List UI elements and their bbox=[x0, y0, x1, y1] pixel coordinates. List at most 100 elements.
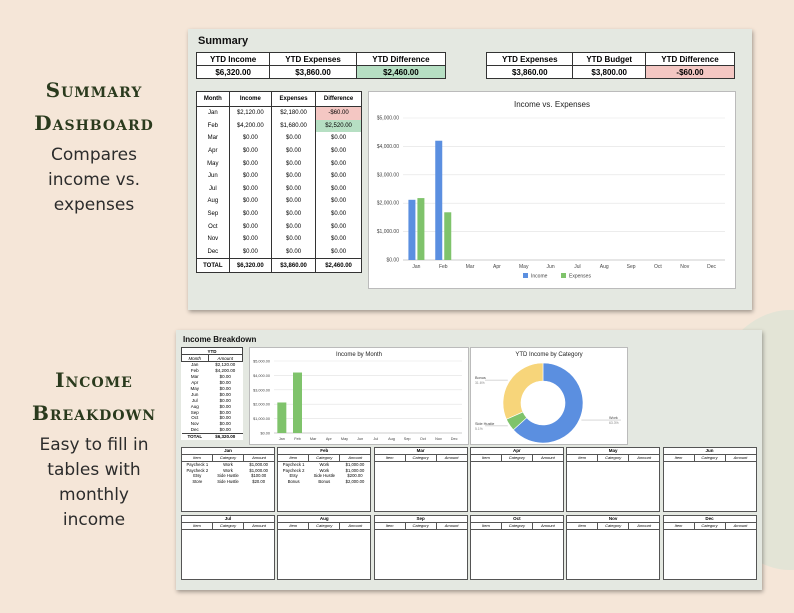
table-cell[interactable]: $0.00 bbox=[315, 232, 362, 246]
table-cell[interactable]: Side Hustle bbox=[313, 473, 336, 478]
table-cell[interactable]: $100.00 bbox=[251, 473, 267, 478]
totals-value[interactable]: $3,860.00 bbox=[485, 65, 574, 79]
table-cell[interactable]: Dec bbox=[190, 427, 199, 433]
table-cell[interactable]: Apr bbox=[191, 380, 199, 386]
table-cell[interactable]: Work bbox=[223, 467, 233, 473]
table-cell[interactable]: $1,000.00 bbox=[345, 467, 365, 473]
table-cell[interactable]: $2,120.00 bbox=[228, 106, 273, 120]
table-cell[interactable]: $0.00 bbox=[315, 132, 362, 145]
totals-value[interactable]: $6,320.00 bbox=[195, 65, 271, 79]
table-cell[interactable]: Side Hustle bbox=[217, 473, 239, 478]
table-cell[interactable]: Nov bbox=[190, 421, 199, 427]
table-cell[interactable]: Aug bbox=[190, 403, 199, 409]
table-cell[interactable]: $2,120.00 bbox=[215, 362, 236, 368]
table-cell[interactable]: $0.00 bbox=[270, 157, 317, 170]
table-cell[interactable]: $200.00 bbox=[347, 473, 363, 478]
table-cell[interactable]: Feb bbox=[196, 119, 230, 133]
table-row[interactable]: Paycheck 1 Work $1,000.00 bbox=[278, 462, 370, 468]
table-cell[interactable]: $0.00 bbox=[219, 397, 231, 403]
table-cell[interactable]: $0.00 bbox=[315, 220, 362, 233]
table-cell[interactable]: Etsy bbox=[193, 473, 202, 478]
table-cell[interactable]: Work bbox=[223, 462, 233, 467]
table-cell[interactable]: Mar bbox=[196, 132, 230, 145]
table-cell[interactable]: Jan bbox=[196, 106, 230, 120]
table-cell[interactable]: Work bbox=[319, 462, 330, 467]
table-cell[interactable]: $0.00 bbox=[270, 195, 317, 208]
table-cell[interactable]: $0.00 bbox=[219, 421, 231, 427]
table-cell[interactable]: $1,000.00 bbox=[249, 467, 268, 473]
table-cell[interactable]: $0.00 bbox=[270, 245, 317, 259]
table-row[interactable]: Bonus Bonus $2,000.00 bbox=[278, 479, 370, 485]
table-row[interactable]: Paycheck 2 Work $1,000.00 bbox=[182, 468, 274, 474]
table-cell[interactable]: Jun bbox=[191, 391, 199, 397]
table-cell[interactable]: Jun bbox=[196, 169, 230, 183]
table-cell[interactable]: $2,000.00 bbox=[345, 478, 365, 484]
totals-value[interactable]: $3,800.00 bbox=[572, 65, 646, 79]
table-cell[interactable]: Store bbox=[192, 478, 203, 484]
table-cell[interactable]: $0.00 bbox=[270, 182, 317, 196]
table-cell[interactable]: $0.00 bbox=[315, 182, 362, 196]
table-cell[interactable]: May bbox=[190, 386, 200, 391]
table-cell[interactable]: Work bbox=[319, 467, 330, 473]
table-row[interactable]: Store Side Hustle $20.00 bbox=[182, 479, 274, 485]
table-cell[interactable]: $0.00 bbox=[270, 232, 317, 246]
table-cell[interactable]: $0.00 bbox=[228, 169, 273, 183]
table-cell[interactable]: Nov bbox=[196, 232, 230, 246]
table-cell[interactable]: $0.00 bbox=[228, 245, 273, 259]
table-cell[interactable]: $0.00 bbox=[219, 374, 231, 380]
table-cell[interactable]: Sep bbox=[190, 409, 199, 415]
table-cell[interactable]: Jan bbox=[191, 362, 199, 368]
table-cell[interactable]: $0.00 bbox=[228, 220, 273, 233]
table-cell[interactable]: $0.00 bbox=[270, 132, 317, 145]
table-cell[interactable]: $0.00 bbox=[228, 182, 273, 196]
totals-value[interactable]: $2,460.00 bbox=[355, 65, 447, 79]
table-cell[interactable]: $0.00 bbox=[219, 415, 231, 421]
table-cell[interactable]: Oct bbox=[196, 220, 230, 233]
table-cell[interactable]: $0.00 bbox=[315, 195, 362, 208]
table-cell[interactable]: $0.00 bbox=[219, 403, 231, 409]
table-cell[interactable]: $0.00 bbox=[270, 169, 317, 183]
table-cell[interactable]: -$60.00 bbox=[315, 106, 362, 120]
table-cell[interactable]: Apr bbox=[196, 144, 230, 158]
table-row[interactable]: Etsy Side Hustle $100.00 bbox=[182, 473, 274, 479]
table-cell[interactable]: Dec bbox=[196, 245, 230, 259]
table-row[interactable]: Paycheck 1 Work $1,000.00 bbox=[182, 462, 274, 468]
table-cell[interactable]: $20.00 bbox=[252, 478, 266, 484]
table-cell[interactable]: Oct bbox=[191, 415, 199, 421]
table-cell[interactable]: $1,000.00 bbox=[345, 462, 365, 467]
table-cell[interactable]: $2,180.00 bbox=[270, 106, 317, 120]
table-cell[interactable]: Jul bbox=[196, 182, 230, 196]
table-cell[interactable]: $1,680.00 bbox=[270, 119, 317, 133]
table-cell[interactable]: $0.00 bbox=[228, 132, 273, 145]
table-cell[interactable]: $4,200.00 bbox=[215, 368, 236, 374]
table-cell[interactable]: $2,520.00 bbox=[315, 119, 362, 133]
table-cell[interactable]: $0.00 bbox=[219, 391, 231, 397]
table-cell[interactable]: $1,000.00 bbox=[249, 462, 268, 467]
totals-value[interactable]: -$60.00 bbox=[644, 65, 736, 79]
table-cell[interactable]: $0.00 bbox=[315, 245, 362, 259]
table-cell[interactable]: Bonus bbox=[318, 478, 331, 484]
table-cell[interactable]: May bbox=[196, 157, 230, 170]
table-cell[interactable]: Paycheck 1 bbox=[282, 462, 305, 467]
table-cell[interactable]: $0.00 bbox=[315, 207, 362, 221]
table-cell[interactable]: $0.00 bbox=[219, 380, 231, 386]
table-cell[interactable]: Aug bbox=[196, 195, 230, 208]
table-cell[interactable]: $0.00 bbox=[270, 220, 317, 233]
table-cell[interactable]: $0.00 bbox=[228, 207, 273, 221]
table-cell[interactable]: $0.00 bbox=[270, 144, 317, 158]
table-row[interactable]: Etsy Side Hustle $200.00 bbox=[278, 473, 370, 479]
table-cell[interactable]: Jul bbox=[191, 397, 198, 403]
table-cell[interactable]: Mar bbox=[190, 374, 199, 380]
table-cell[interactable]: $0.00 bbox=[219, 409, 231, 415]
table-cell[interactable]: $0.00 bbox=[228, 157, 273, 170]
table-cell[interactable]: $0.00 bbox=[228, 144, 273, 158]
table-cell[interactable]: Bonus bbox=[287, 478, 300, 484]
table-cell[interactable]: Paycheck 2 bbox=[282, 467, 305, 473]
table-cell[interactable]: $0.00 bbox=[219, 386, 231, 391]
table-cell[interactable]: $4,200.00 bbox=[228, 119, 273, 133]
table-cell[interactable]: Paycheck 2 bbox=[186, 467, 209, 473]
table-cell[interactable]: $0.00 bbox=[219, 427, 231, 433]
table-cell[interactable]: Sep bbox=[196, 207, 230, 221]
table-cell[interactable]: Side Hustle bbox=[217, 478, 239, 484]
table-cell[interactable]: Paycheck 1 bbox=[186, 462, 209, 467]
